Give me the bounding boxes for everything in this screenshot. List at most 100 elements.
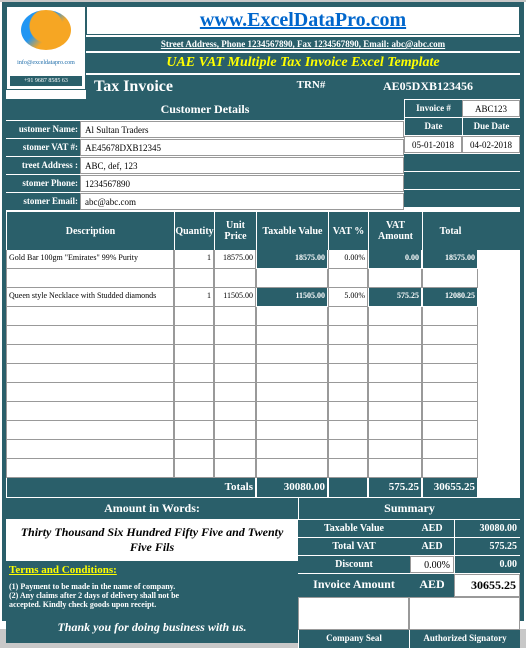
cell-vatp[interactable] <box>328 326 368 345</box>
cell-qty[interactable] <box>174 459 214 478</box>
cell-vata[interactable] <box>368 383 422 402</box>
cell-tax[interactable] <box>256 345 328 364</box>
date-value[interactable]: 05-01-2018 <box>404 136 462 153</box>
cell-tot[interactable] <box>422 326 478 345</box>
cell-tax[interactable] <box>256 269 328 288</box>
cust-phone[interactable]: 1234567890 <box>80 175 404 192</box>
customer-section: Customer Details ustomer Name:Al Sultan … <box>6 99 520 210</box>
due-value[interactable]: 04-02-2018 <box>462 136 520 153</box>
cell-up[interactable] <box>214 269 256 288</box>
cell-vatp[interactable] <box>328 345 368 364</box>
cell-tax[interactable] <box>256 326 328 345</box>
cell-desc[interactable] <box>6 459 174 478</box>
terms-line2: (2) Any claims after 2 days of delivery … <box>9 591 295 600</box>
cell-vatp[interactable]: 0.00% <box>328 250 368 269</box>
cell-desc[interactable] <box>6 326 174 345</box>
cell-desc[interactable] <box>6 269 174 288</box>
cell-tax[interactable] <box>256 383 328 402</box>
cell-vata[interactable] <box>368 326 422 345</box>
terms-line3: accepted. Kindly check goods upon receip… <box>9 600 295 609</box>
col-desc: Description <box>6 212 174 250</box>
cell-up[interactable] <box>214 383 256 402</box>
cell-up[interactable] <box>214 345 256 364</box>
cell-tot[interactable] <box>422 383 478 402</box>
cust-vat[interactable]: AE45678DXB12345 <box>80 139 404 156</box>
cell-tot[interactable] <box>422 421 478 440</box>
cust-email[interactable]: abc@abc.com <box>80 193 404 210</box>
cell-desc[interactable] <box>6 364 174 383</box>
cell-vatp[interactable] <box>328 440 368 459</box>
cell-qty[interactable] <box>174 326 214 345</box>
cell-tax[interactable] <box>256 364 328 383</box>
cell-desc[interactable]: Gold Bar 100gm "Emirates" 99% Purity <box>6 250 174 269</box>
cell-vatp[interactable] <box>328 459 368 478</box>
cell-desc[interactable] <box>6 402 174 421</box>
cell-vata[interactable]: 0.00 <box>368 250 422 269</box>
cell-qty[interactable] <box>174 440 214 459</box>
cust-name[interactable]: Al Sultan Traders <box>80 121 404 138</box>
cell-tax[interactable] <box>256 421 328 440</box>
cell-vata[interactable] <box>368 421 422 440</box>
cell-qty[interactable] <box>174 345 214 364</box>
cell-qty[interactable] <box>174 364 214 383</box>
cell-tot[interactable] <box>422 345 478 364</box>
cell-tot[interactable] <box>422 459 478 478</box>
cell-tot[interactable]: 18575.00 <box>422 250 478 269</box>
cell-qty[interactable]: 1 <box>174 250 214 269</box>
cell-tax[interactable]: 18575.00 <box>256 250 328 269</box>
cell-qty[interactable] <box>174 421 214 440</box>
cell-up[interactable]: 18575.00 <box>214 250 256 269</box>
cell-desc[interactable] <box>6 421 174 440</box>
cell-up[interactable] <box>214 421 256 440</box>
cust-addr[interactable]: ABC, def, 123 <box>80 157 404 174</box>
cell-tot[interactable] <box>422 269 478 288</box>
cell-tax[interactable] <box>256 440 328 459</box>
cell-vata[interactable] <box>368 307 422 326</box>
cell-desc[interactable]: Queen style Necklace with Studded diamon… <box>6 288 174 307</box>
sum-disc-p[interactable]: 0.00% <box>410 556 454 573</box>
cell-desc[interactable] <box>6 345 174 364</box>
cell-tot[interactable] <box>422 402 478 421</box>
cell-vatp[interactable] <box>328 269 368 288</box>
cell-qty[interactable] <box>174 383 214 402</box>
table-row <box>6 402 520 421</box>
cell-up[interactable] <box>214 402 256 421</box>
cell-vatp[interactable] <box>328 421 368 440</box>
cell-up[interactable] <box>214 459 256 478</box>
cell-vata[interactable] <box>368 459 422 478</box>
cell-tax[interactable] <box>256 307 328 326</box>
cell-up[interactable]: 11505.00 <box>214 288 256 307</box>
cust-name-label: ustomer Name: <box>6 121 80 138</box>
cell-vatp[interactable] <box>328 402 368 421</box>
cell-vata[interactable] <box>368 364 422 383</box>
cell-vata[interactable] <box>368 269 422 288</box>
cell-desc[interactable] <box>6 307 174 326</box>
cell-up[interactable] <box>214 326 256 345</box>
cell-qty[interactable]: 1 <box>174 288 214 307</box>
cell-desc[interactable] <box>6 440 174 459</box>
table-row <box>6 421 520 440</box>
cell-tax[interactable] <box>256 402 328 421</box>
cell-qty[interactable] <box>174 269 214 288</box>
cell-desc[interactable] <box>6 383 174 402</box>
cell-tax[interactable]: 11505.00 <box>256 288 328 307</box>
cell-up[interactable] <box>214 364 256 383</box>
cell-up[interactable] <box>214 440 256 459</box>
cell-vata[interactable] <box>368 402 422 421</box>
cell-up[interactable] <box>214 307 256 326</box>
cell-tot[interactable] <box>422 307 478 326</box>
cell-qty[interactable] <box>174 402 214 421</box>
cell-vatp[interactable]: 5.00% <box>328 288 368 307</box>
cell-tot[interactable]: 12080.25 <box>422 288 478 307</box>
cell-vata[interactable]: 575.25 <box>368 288 422 307</box>
inv-no[interactable]: ABC123 <box>462 100 520 117</box>
cell-vatp[interactable] <box>328 307 368 326</box>
cell-vata[interactable] <box>368 345 422 364</box>
cell-tot[interactable] <box>422 364 478 383</box>
cell-vata[interactable] <box>368 440 422 459</box>
cell-tot[interactable] <box>422 440 478 459</box>
cell-qty[interactable] <box>174 307 214 326</box>
cell-vatp[interactable] <box>328 383 368 402</box>
cell-tax[interactable] <box>256 459 328 478</box>
cell-vatp[interactable] <box>328 364 368 383</box>
